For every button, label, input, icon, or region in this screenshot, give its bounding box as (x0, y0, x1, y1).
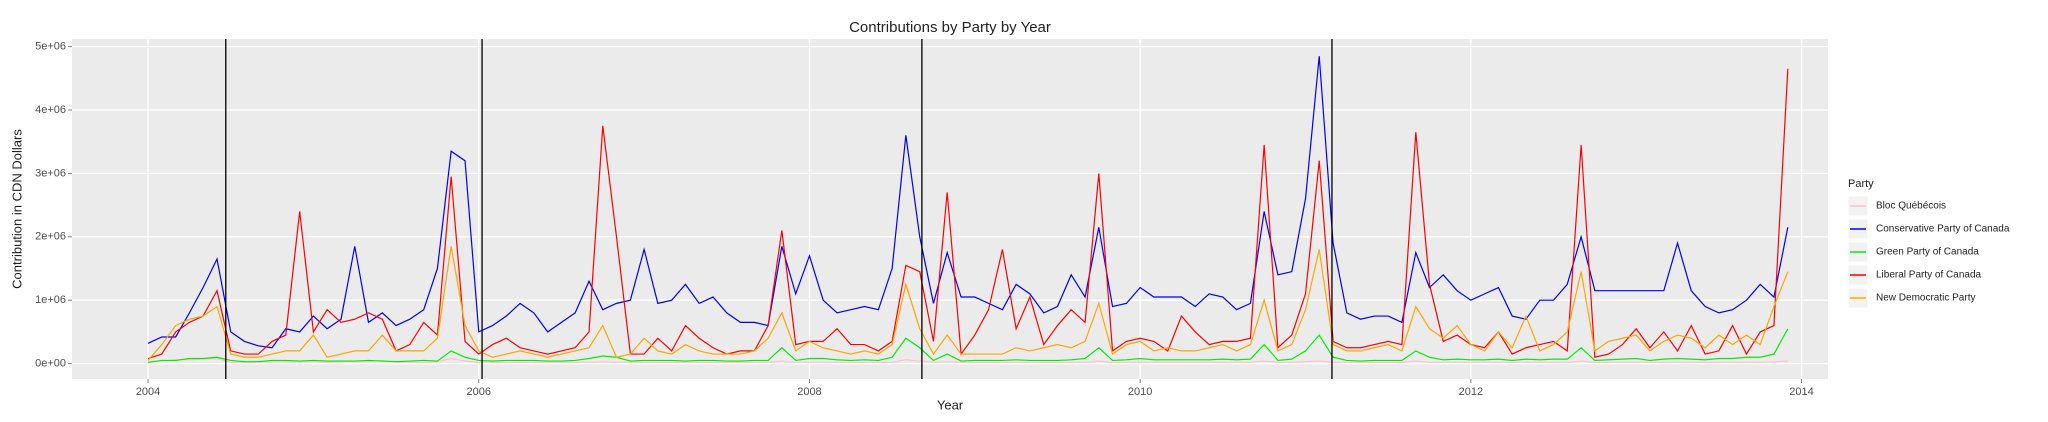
legend-label: New Democratic Party (1876, 293, 1975, 304)
series-line (147, 68, 1789, 360)
y-axis-label: Contribution in CDN Dollars (9, 129, 24, 289)
x-tick-label: 2014 (1789, 386, 1813, 398)
legend-label: Conservative Party of Canada (1876, 224, 2010, 235)
legend-label: Liberal Party of Canada (1876, 270, 1982, 281)
y-tick-label: 0e+00 (35, 358, 66, 370)
panel (72, 39, 1828, 379)
y-tick-label: 3e+06 (35, 167, 66, 179)
x-tick-label: 2012 (1459, 386, 1483, 398)
x-tick-label: 2008 (797, 386, 821, 398)
x-axis-label: Year (937, 397, 964, 412)
y-tick-label: 4e+06 (35, 104, 66, 116)
series-line (147, 246, 1789, 361)
x-tick-label: 2006 (467, 386, 491, 398)
x-tick-label: 2010 (1128, 386, 1152, 398)
chart-title: Contributions by Party by Year (849, 19, 1051, 36)
y-tick-label: 2e+06 (35, 231, 66, 243)
axes: 0e+00 1e+06 2e+06 3e+06 4e+06 5e+06 2004 2006 20… (35, 41, 1814, 398)
series-line (147, 56, 1789, 349)
legend-label: Green Party of Canada (1876, 247, 1979, 258)
x-tick-label: 2004 (136, 386, 160, 398)
series-line (147, 328, 1789, 363)
legend-title: Party (1848, 178, 1874, 190)
legend: Bloc Québécois Conservative Party of Cana… (1847, 195, 2010, 309)
lines (147, 39, 1789, 379)
y-tick-label: 1e+06 (35, 294, 66, 306)
legend-label: Bloc Québécois (1876, 201, 1946, 212)
series-line (148, 357, 1788, 363)
y-tick-label: 5e+06 (35, 41, 66, 53)
